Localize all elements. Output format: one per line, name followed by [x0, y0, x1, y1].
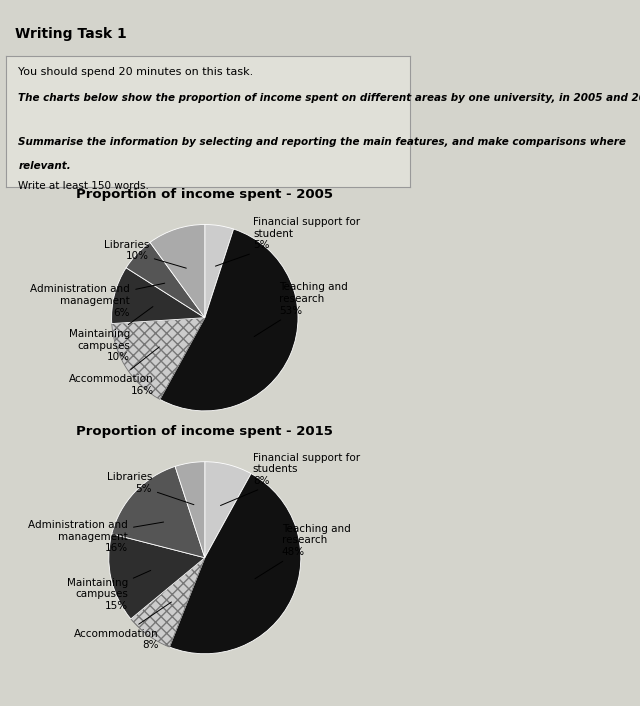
Text: Teaching and
research
53%: Teaching and research 53% — [254, 282, 348, 337]
Wedge shape — [126, 242, 205, 318]
Wedge shape — [205, 225, 234, 318]
Text: Writing Task 1: Writing Task 1 — [15, 27, 127, 40]
Text: Financial support for
students
8%: Financial support for students 8% — [221, 453, 360, 505]
Wedge shape — [112, 318, 205, 400]
Wedge shape — [170, 474, 301, 654]
Text: Maintaining
campuses
15%: Maintaining campuses 15% — [67, 570, 151, 611]
Text: Summarise the information by selecting and reporting the main features, and make: Summarise the information by selecting a… — [19, 138, 627, 148]
Text: The charts below show the proportion of income spent on different areas by one u: The charts below show the proportion of … — [19, 93, 640, 103]
Text: Financial support for
student
5%: Financial support for student 5% — [216, 217, 360, 266]
Text: Write at least 150 words.: Write at least 150 words. — [19, 181, 149, 191]
Text: Accommodation
8%: Accommodation 8% — [74, 602, 172, 650]
Wedge shape — [109, 534, 205, 619]
Text: Administration and
management
16%: Administration and management 16% — [28, 520, 164, 554]
Text: Teaching and
research
48%: Teaching and research 48% — [255, 524, 350, 579]
Wedge shape — [111, 268, 205, 323]
Text: Accommodation
16%: Accommodation 16% — [69, 347, 159, 395]
Wedge shape — [205, 462, 251, 558]
Wedge shape — [112, 467, 205, 558]
Wedge shape — [150, 225, 205, 318]
Wedge shape — [175, 462, 205, 558]
Title: Proportion of income spent - 2015: Proportion of income spent - 2015 — [76, 425, 333, 438]
Text: Maintaining
campuses
10%: Maintaining campuses 10% — [69, 306, 153, 362]
Text: relevant.: relevant. — [19, 161, 71, 171]
Text: Libraries
10%: Libraries 10% — [104, 240, 186, 268]
Text: Administration and
management
6%: Administration and management 6% — [31, 283, 164, 318]
Wedge shape — [160, 229, 298, 411]
Text: Libraries
5%: Libraries 5% — [107, 472, 194, 505]
Text: You should spend 20 minutes on this task.: You should spend 20 minutes on this task… — [19, 67, 253, 77]
Title: Proportion of income spent - 2005: Proportion of income spent - 2005 — [76, 189, 333, 201]
Wedge shape — [131, 558, 205, 647]
